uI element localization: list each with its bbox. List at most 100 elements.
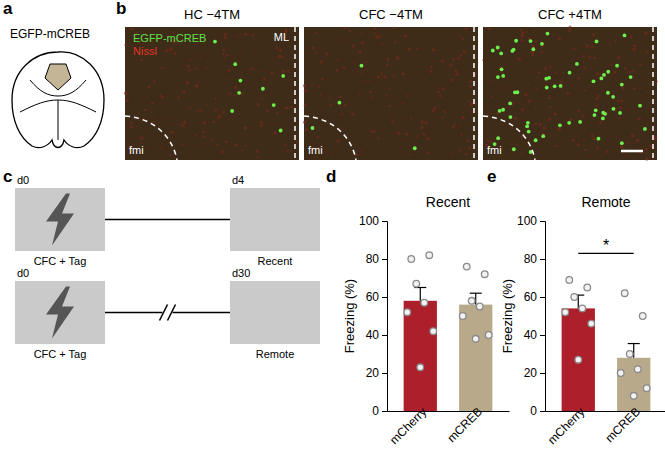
- cell: [515, 90, 519, 94]
- nissl-speck: [284, 107, 287, 110]
- nissl-speck: [343, 27, 345, 29]
- nissl-speck: [558, 37, 561, 40]
- nissl-speck: [181, 143, 183, 145]
- nissl-speck: [443, 111, 446, 114]
- data-point: [617, 370, 624, 377]
- micrograph: CFC −4TMfmi: [303, 7, 478, 160]
- cell: [612, 107, 616, 111]
- tick-label: mCREB: [444, 405, 485, 446]
- image-title: CFC −4TM: [359, 7, 423, 22]
- cell: [534, 138, 538, 142]
- nissl-speck: [225, 140, 228, 143]
- cell: [629, 75, 633, 79]
- day-label: d30: [232, 267, 250, 279]
- cell: [623, 33, 627, 37]
- nissl-speck: [462, 111, 464, 113]
- nissl-speck: [165, 49, 169, 53]
- cell: [311, 126, 315, 130]
- nissl-speck: [249, 135, 251, 137]
- cell: [540, 42, 544, 46]
- nissl-speck: [373, 27, 376, 30]
- nissl-speck: [534, 30, 536, 32]
- nissl-speck: [341, 127, 343, 129]
- cell: [237, 91, 241, 95]
- tick-mark: [540, 259, 545, 260]
- data-point: [584, 284, 591, 291]
- nissl-speck: [421, 120, 424, 123]
- panel-label: b: [116, 0, 126, 18]
- shock-icon: [46, 287, 74, 339]
- nissl-speck: [460, 134, 462, 136]
- timeline-break: [160, 305, 168, 321]
- nissl-speck: [458, 34, 460, 36]
- nissl-speck: [430, 70, 433, 73]
- tick-mark: [540, 411, 545, 412]
- nissl-speck: [212, 120, 215, 123]
- timeline-break: [168, 305, 176, 321]
- nissl-speck: [632, 69, 634, 71]
- region-label: ML: [274, 31, 289, 43]
- nissl-speck: [361, 149, 363, 151]
- nissl-speck: [423, 134, 425, 136]
- nissl-speck: [552, 34, 554, 36]
- nissl-speck: [337, 59, 339, 61]
- axis-line: [546, 411, 665, 412]
- nissl-speck: [195, 67, 198, 70]
- nissl-speck: [124, 44, 126, 46]
- data-point: [575, 356, 582, 363]
- nissl-speck: [203, 136, 205, 138]
- nissl-speck: [533, 58, 535, 60]
- nissl-speck: [439, 94, 442, 97]
- tick: mCherry: [545, 405, 587, 447]
- nissl-speck: [276, 47, 279, 50]
- panel-label: e: [487, 167, 496, 186]
- nissl-speck: [280, 55, 283, 58]
- nissl-speck: [187, 65, 190, 68]
- nissl-speck: [380, 34, 382, 36]
- nissl-speck: [358, 50, 361, 53]
- tick-mark: [382, 259, 387, 260]
- axis-title: Freezing (%): [342, 279, 357, 353]
- nissl-speck: [482, 59, 484, 61]
- nissl-speck: [339, 95, 342, 98]
- nissl-speck: [318, 86, 320, 88]
- nissl-speck: [244, 32, 248, 36]
- nissl-speck: [199, 109, 202, 112]
- nissl-speck: [631, 134, 635, 138]
- nissl-speck: [402, 102, 404, 104]
- tick: 40: [524, 328, 545, 342]
- nissl-speck: [381, 43, 383, 45]
- cell: [593, 113, 597, 117]
- nissl-speck: [147, 85, 150, 88]
- nissl-speck: [625, 71, 627, 73]
- tick: mCREB: [602, 405, 643, 446]
- nissl-speck: [296, 140, 299, 143]
- nissl-speck: [569, 79, 571, 81]
- session-box: [15, 281, 105, 344]
- nissl-speck: [562, 77, 564, 79]
- session-label: Remote: [256, 348, 295, 360]
- cell: [599, 76, 603, 80]
- nissl-speck: [315, 32, 317, 34]
- boundary: [483, 116, 535, 160]
- image-title: HC −4TM: [184, 7, 240, 22]
- day-label: d4: [232, 174, 244, 186]
- data-point: [430, 328, 437, 335]
- chart-title: Remote: [581, 194, 630, 210]
- tick: 60: [524, 290, 545, 304]
- nissl-speck: [179, 124, 181, 126]
- nissl-speck: [468, 146, 471, 149]
- nissl-speck: [535, 87, 537, 89]
- cell: [508, 102, 512, 106]
- cell: [618, 111, 622, 115]
- nissl-speck: [558, 127, 562, 131]
- nissl-speck: [311, 84, 313, 86]
- nissl-speck: [260, 70, 262, 72]
- data-point: [588, 320, 595, 327]
- nissl-speck: [170, 131, 174, 135]
- nissl-speck: [596, 104, 598, 106]
- nissl-speck: [520, 152, 522, 154]
- nissl-speck: [377, 75, 381, 79]
- nissl-speck: [353, 62, 355, 64]
- micrograph: HC −4TMfmiMLEGFP-mCREBNissl: [124, 7, 299, 160]
